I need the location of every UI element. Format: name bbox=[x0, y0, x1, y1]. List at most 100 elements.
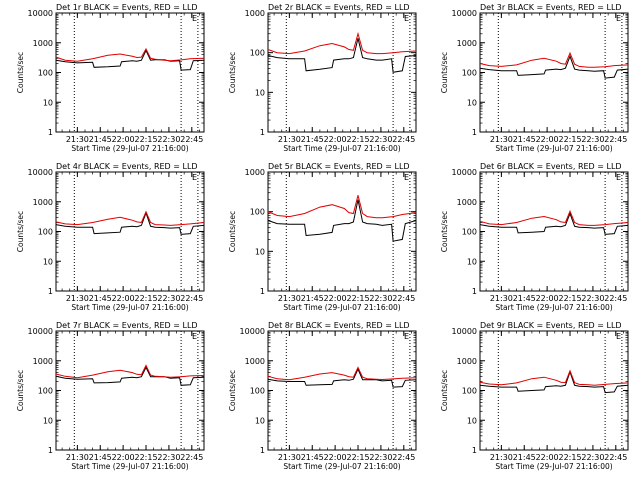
plot-frame bbox=[479, 12, 629, 133]
x-tick-label: 22:30 bbox=[157, 453, 180, 462]
events-rate-line bbox=[267, 199, 417, 242]
panel-title: Det 2r BLACK = Events, RED = LLD bbox=[268, 3, 410, 12]
y-tick-label: 10000 bbox=[452, 9, 477, 18]
y-tick-label: 10 bbox=[43, 98, 53, 107]
y-tick-label: 100 bbox=[38, 387, 53, 396]
x-axis-title: Start Time (29-Jul-07 21:16:00) bbox=[495, 303, 612, 312]
corner-mark: E bbox=[192, 14, 197, 23]
y-tick-label: 10000 bbox=[28, 9, 53, 18]
x-tick-label: 21:45 bbox=[513, 135, 536, 144]
corner-mark: E bbox=[192, 173, 197, 182]
events-rate-line bbox=[267, 367, 417, 388]
lld-rate-line bbox=[55, 47, 205, 62]
x-tick-label: 22:45 bbox=[180, 294, 203, 303]
y-axis-title: Counts/sec bbox=[16, 370, 25, 411]
y-tick-label: 1 bbox=[260, 446, 265, 455]
x-tick-label: 21:45 bbox=[301, 294, 324, 303]
x-tick-label: 22:00 bbox=[112, 135, 135, 144]
y-tick-label: 1000 bbox=[457, 357, 477, 366]
x-tick-label: 22:30 bbox=[581, 294, 604, 303]
y-tick-label: 100 bbox=[462, 228, 477, 237]
y-axis-title: Counts/sec bbox=[440, 52, 449, 93]
x-tick-label: 22:30 bbox=[369, 135, 392, 144]
plot-frame bbox=[55, 12, 205, 133]
x-tick-label: 21:45 bbox=[89, 294, 112, 303]
x-tick-label: 22:00 bbox=[324, 294, 347, 303]
x-tick-label: 22:45 bbox=[604, 135, 627, 144]
y-tick-label: 10 bbox=[43, 257, 53, 266]
y-tick-label: 1000 bbox=[33, 357, 53, 366]
x-tick-label: 21:30 bbox=[66, 135, 89, 144]
x-tick-label: 22:15 bbox=[134, 453, 157, 462]
x-tick-label: 21:45 bbox=[89, 453, 112, 462]
y-tick-label: 10000 bbox=[28, 327, 53, 336]
y-tick-label: 1000 bbox=[33, 39, 53, 48]
x-tick-label: 21:30 bbox=[66, 294, 89, 303]
y-tick-label: 100 bbox=[38, 69, 53, 78]
detector-panel: Det 7r BLACK = Events, RED = LLD E 1 10 100 1… bbox=[16, 321, 205, 471]
lld-rate-line bbox=[479, 51, 629, 68]
y-tick-label: 1 bbox=[472, 446, 477, 455]
panel-title: Det 4r BLACK = Events, RED = LLD bbox=[56, 162, 198, 171]
y-tick-label: 10000 bbox=[452, 327, 477, 336]
plot-frame bbox=[267, 12, 417, 133]
x-tick-label: 21:45 bbox=[513, 294, 536, 303]
x-tick-label: 21:45 bbox=[513, 453, 536, 462]
x-tick-label: 21:30 bbox=[278, 135, 301, 144]
detector-panel: Det 9r BLACK = Events, RED = LLD E 1 10 100 1… bbox=[440, 321, 629, 471]
x-tick-label: 22:30 bbox=[157, 135, 180, 144]
x-tick-label: 22:00 bbox=[112, 294, 135, 303]
x-tick-label: 22:15 bbox=[558, 453, 581, 462]
y-tick-label: 1 bbox=[472, 128, 477, 137]
y-tick-label: 1000 bbox=[245, 168, 265, 177]
y-tick-label: 10 bbox=[467, 257, 477, 266]
plot-frame bbox=[267, 330, 417, 451]
corner-mark: E bbox=[616, 332, 621, 341]
x-axis-title: Start Time (29-Jul-07 21:16:00) bbox=[495, 462, 612, 471]
plot-frame bbox=[479, 330, 629, 451]
detector-panel: Det 4r BLACK = Events, RED = LLD E 1 10 100 1… bbox=[16, 162, 205, 312]
y-tick-label: 10 bbox=[255, 247, 265, 256]
corner-mark: E bbox=[616, 173, 621, 182]
y-tick-label: 100 bbox=[38, 228, 53, 237]
detector-panel: Det 1r BLACK = Events, RED = LLD E 1 10 100 1… bbox=[16, 3, 205, 153]
panel-title: Det 7r BLACK = Events, RED = LLD bbox=[56, 321, 198, 330]
y-axis-title: Counts/sec bbox=[228, 370, 237, 411]
y-axis-title: Counts/sec bbox=[440, 370, 449, 411]
y-tick-label: 10 bbox=[255, 416, 265, 425]
y-tick-label: 10 bbox=[255, 88, 265, 97]
x-axis-title: Start Time (29-Jul-07 21:16:00) bbox=[283, 462, 400, 471]
x-tick-label: 22:45 bbox=[392, 294, 415, 303]
y-axis-title: Counts/sec bbox=[16, 52, 25, 93]
y-tick-label: 10 bbox=[43, 416, 53, 425]
corner-mark: E bbox=[404, 173, 409, 182]
corner-mark: E bbox=[404, 332, 409, 341]
x-axis-title: Start Time (29-Jul-07 21:16:00) bbox=[71, 303, 188, 312]
x-tick-label: 21:30 bbox=[490, 453, 513, 462]
x-tick-label: 22:00 bbox=[324, 135, 347, 144]
x-tick-label: 22:45 bbox=[392, 135, 415, 144]
x-tick-label: 21:30 bbox=[490, 135, 513, 144]
x-tick-label: 22:45 bbox=[392, 453, 415, 462]
plot-frame bbox=[55, 330, 205, 451]
x-tick-label: 22:30 bbox=[369, 294, 392, 303]
y-axis-title: Counts/sec bbox=[228, 211, 237, 252]
lld-rate-line bbox=[479, 209, 629, 226]
y-tick-label: 10 bbox=[467, 416, 477, 425]
x-tick-label: 22:00 bbox=[536, 135, 559, 144]
y-axis-title: Counts/sec bbox=[16, 211, 25, 252]
x-tick-label: 21:45 bbox=[301, 453, 324, 462]
x-axis-title: Start Time (29-Jul-07 21:16:00) bbox=[71, 462, 188, 471]
x-tick-label: 22:15 bbox=[134, 294, 157, 303]
events-rate-line bbox=[479, 370, 629, 394]
y-tick-label: 10000 bbox=[240, 327, 265, 336]
lld-rate-line bbox=[55, 364, 205, 379]
y-tick-label: 1 bbox=[48, 446, 53, 455]
lld-rate-line bbox=[55, 210, 205, 226]
detector-panel: Det 6r BLACK = Events, RED = LLD E 1 10 100 1… bbox=[440, 162, 629, 312]
y-tick-label: 1 bbox=[260, 287, 265, 296]
plot-frame bbox=[55, 171, 205, 292]
x-tick-label: 22:15 bbox=[558, 294, 581, 303]
